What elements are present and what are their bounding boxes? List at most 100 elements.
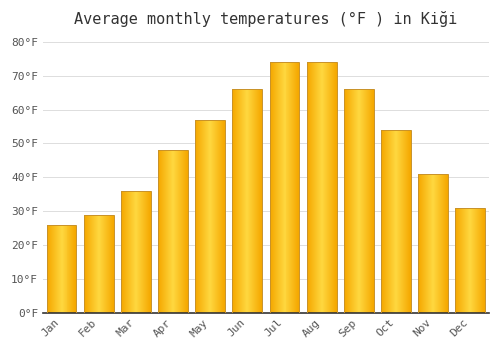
Bar [242, 89, 244, 313]
Bar [272, 62, 274, 313]
Bar [398, 130, 399, 313]
Bar [248, 89, 250, 313]
Bar [481, 208, 482, 313]
Bar [174, 150, 175, 313]
Bar [316, 62, 318, 313]
Bar [309, 62, 310, 313]
Bar [46, 225, 48, 313]
Bar [50, 225, 51, 313]
Bar [478, 208, 479, 313]
Bar [284, 62, 286, 313]
Bar [394, 130, 395, 313]
Bar [381, 130, 382, 313]
Bar [431, 174, 432, 313]
Bar [147, 191, 148, 313]
Bar [296, 62, 298, 313]
Bar [198, 120, 200, 313]
Bar [410, 130, 411, 313]
Bar [406, 130, 407, 313]
Bar [138, 191, 139, 313]
Bar [353, 89, 354, 313]
Bar [238, 89, 240, 313]
Bar [254, 89, 256, 313]
Bar [256, 89, 258, 313]
Bar [483, 208, 484, 313]
Bar [207, 120, 208, 313]
Bar [382, 130, 383, 313]
Bar [388, 130, 389, 313]
Bar [307, 62, 308, 313]
Bar [146, 191, 147, 313]
Bar [368, 89, 370, 313]
Bar [121, 191, 122, 313]
Bar [407, 130, 408, 313]
Bar [479, 208, 480, 313]
Bar [349, 89, 350, 313]
Bar [86, 215, 87, 313]
Bar [210, 120, 211, 313]
Bar [370, 89, 372, 313]
Bar [276, 62, 278, 313]
Bar [112, 215, 114, 313]
Bar [426, 174, 427, 313]
Bar [124, 191, 125, 313]
Bar [92, 215, 93, 313]
Bar [196, 120, 198, 313]
Bar [244, 89, 246, 313]
Bar [130, 191, 131, 313]
Bar [292, 62, 294, 313]
Bar [468, 208, 469, 313]
Bar [185, 150, 186, 313]
Bar [365, 89, 366, 313]
Bar [64, 225, 66, 313]
Bar [408, 130, 409, 313]
Bar [437, 174, 438, 313]
Bar [393, 130, 394, 313]
Bar [240, 89, 242, 313]
Bar [140, 191, 141, 313]
Bar [58, 225, 59, 313]
Bar [133, 191, 134, 313]
Bar [442, 174, 443, 313]
Bar [184, 150, 185, 313]
Bar [427, 174, 428, 313]
Bar [324, 62, 326, 313]
Bar [141, 191, 142, 313]
Bar [357, 89, 358, 313]
Bar [48, 225, 50, 313]
Bar [164, 150, 165, 313]
Bar [310, 62, 311, 313]
Bar [136, 191, 137, 313]
Bar [446, 174, 447, 313]
Bar [476, 208, 477, 313]
Bar [402, 130, 403, 313]
Bar [458, 208, 460, 313]
Bar [142, 191, 143, 313]
Bar [96, 215, 98, 313]
Bar [172, 150, 173, 313]
Bar [66, 225, 68, 313]
Bar [206, 120, 207, 313]
Bar [445, 174, 446, 313]
Bar [434, 174, 435, 313]
Bar [362, 89, 363, 313]
Bar [320, 62, 322, 313]
Bar [314, 62, 316, 313]
Bar [313, 62, 314, 313]
Bar [166, 150, 167, 313]
Bar [224, 120, 225, 313]
Bar [72, 225, 74, 313]
Bar [148, 191, 149, 313]
Bar [234, 89, 236, 313]
Bar [110, 215, 112, 313]
Bar [127, 191, 128, 313]
Bar [422, 174, 423, 313]
Bar [221, 120, 222, 313]
Bar [98, 215, 100, 313]
Bar [403, 130, 404, 313]
Bar [470, 208, 472, 313]
Bar [258, 89, 259, 313]
Bar [418, 174, 420, 313]
Bar [447, 174, 448, 313]
Bar [298, 62, 300, 313]
